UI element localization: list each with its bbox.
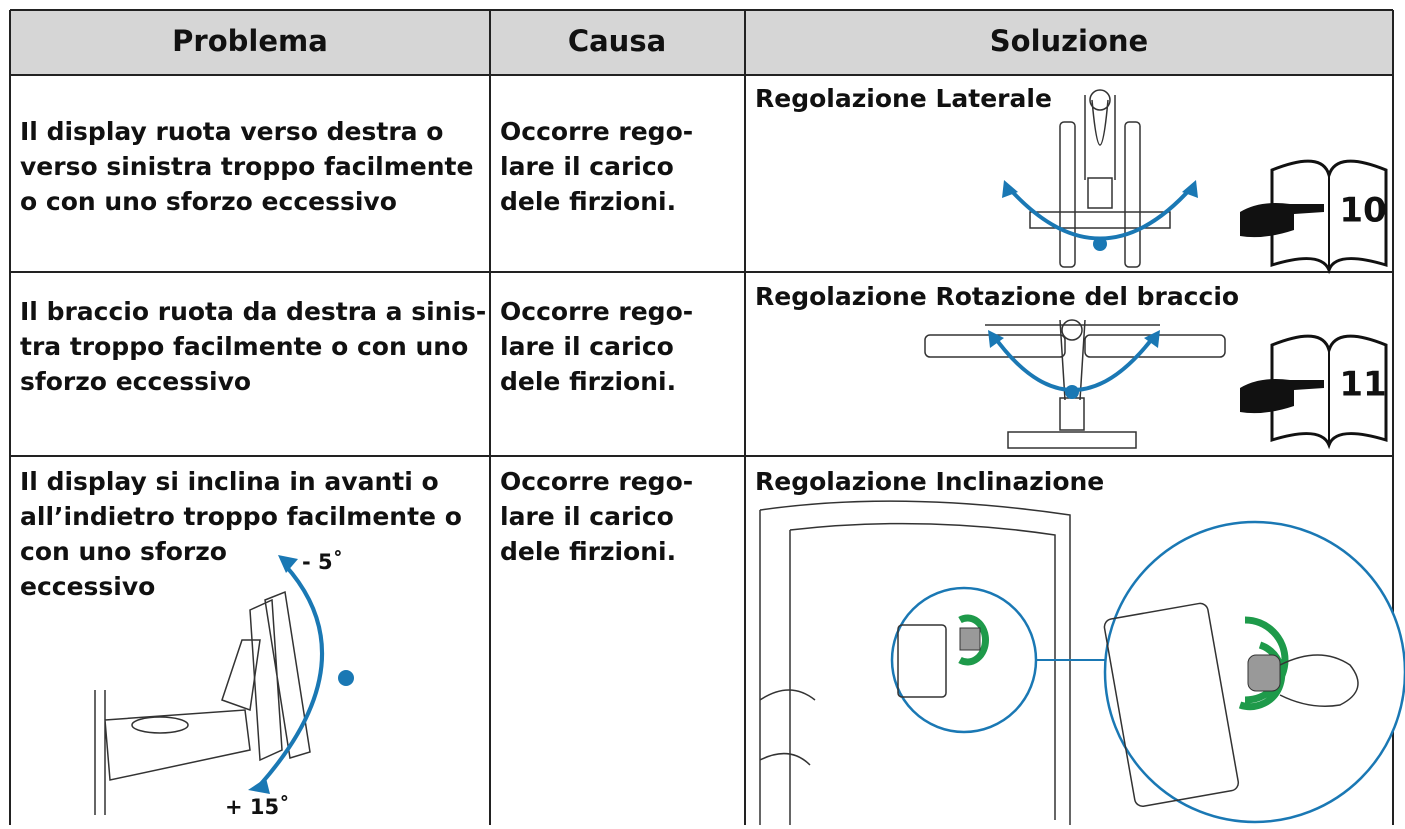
cause-line: Occorre rego- (500, 297, 693, 326)
solution-title: Regolazione Inclinazione (755, 467, 1104, 496)
problem-line: o con uno sforzo eccessivo (20, 187, 397, 216)
book-icon (1240, 334, 1388, 450)
problem-line: Il display si inclina in avanti o (20, 467, 439, 496)
lateral-illustration (1002, 89, 1198, 268)
header: Soluzione (990, 24, 1148, 58)
cause-line: Occorre rego- (500, 467, 693, 496)
cause-line: lare il carico (500, 502, 674, 531)
problem-line: verso sinistra troppo facilmente (20, 152, 473, 181)
angle-label: - 5˚ (302, 550, 343, 574)
problem-line: all’indietro troppo facilmente o (20, 502, 462, 531)
cause-line: lare il carico (500, 332, 674, 361)
tilt-illustration (94, 555, 354, 815)
page-ref: 11 (1339, 365, 1386, 405)
header-bg (10, 10, 1393, 75)
cause-line: dele firzioni. (500, 537, 676, 566)
page-ref: 10 (1339, 191, 1386, 231)
solution-title: Regolazione Laterale (755, 84, 1052, 113)
arm-rotation-illustration (924, 319, 1226, 449)
book-icon (1240, 159, 1388, 275)
problem-line: sforzo eccessivo (20, 367, 251, 396)
table-grid (9, 9, 1394, 825)
solution-title: Regolazione Rotazione del braccio (755, 282, 1239, 311)
cause-line: dele firzioni. (500, 187, 676, 216)
header: Problema (172, 24, 328, 58)
problem-line: Il display ruota verso destra o (20, 117, 443, 146)
inclination-illustration (759, 500, 1405, 825)
problem-line: tra troppo facilmente o con uno (20, 332, 468, 361)
header: Causa (568, 24, 666, 58)
problem-line: con uno sforzo (20, 537, 227, 566)
cause-line: Occorre rego- (500, 117, 693, 146)
cause-line: dele firzioni. (500, 367, 676, 396)
problem-line: eccessivo (20, 572, 155, 601)
problem-line: Il braccio ruota da destra a sinis- (20, 297, 486, 326)
angle-label: + 15˚ (225, 795, 290, 819)
cause-line: lare il carico (500, 152, 674, 181)
